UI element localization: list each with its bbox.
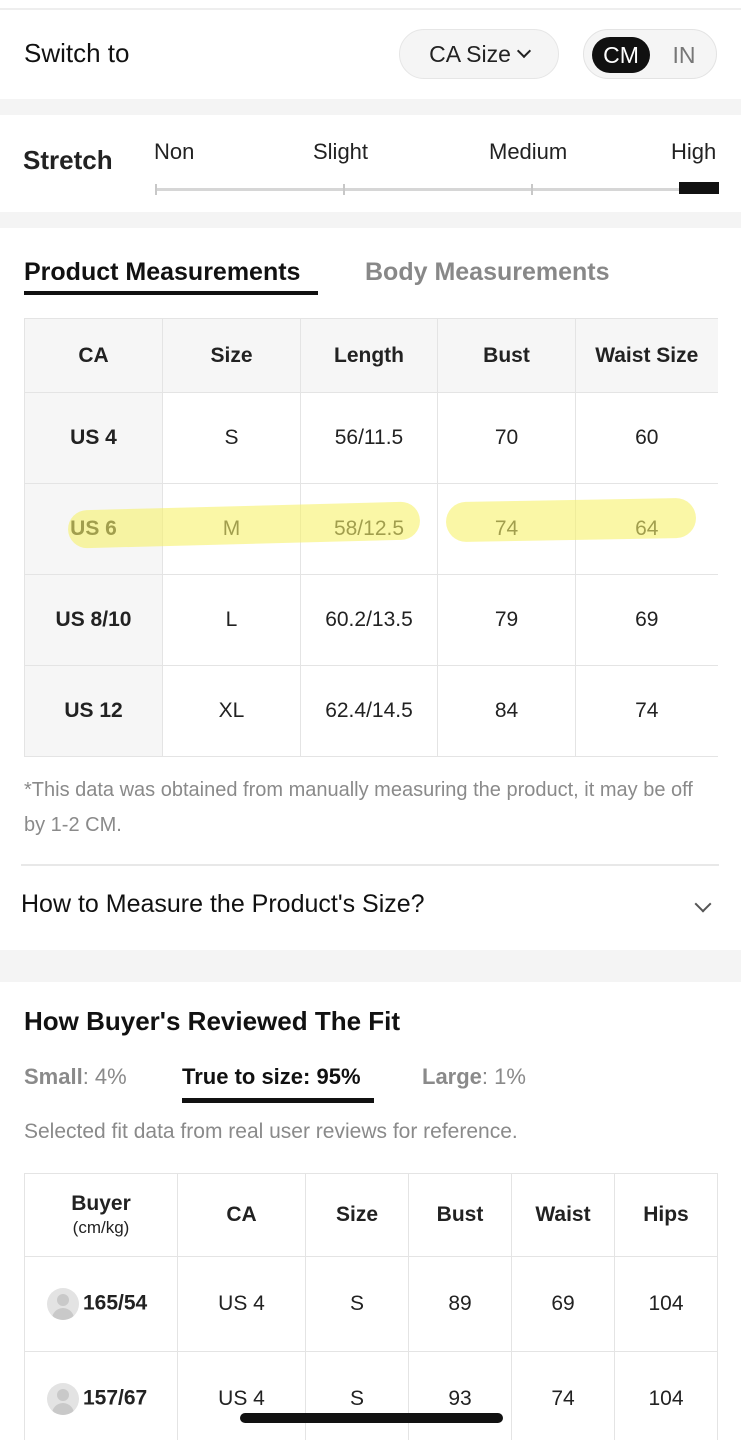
header-bust: Bust [408,1173,512,1257]
size-system-value: CA Size [429,40,511,67]
cell-buyer: 157/67 [24,1351,178,1440]
fit-small[interactable]: Small: 4% [24,1064,127,1090]
cell-hips: 104 [614,1256,718,1352]
unit-toggle[interactable]: CM IN [583,29,717,79]
active-fit-underline [182,1098,374,1103]
cell-size: S [305,1351,409,1440]
fit-large-value: : 1% [481,1064,526,1089]
header-hips: Hips [614,1173,718,1257]
switch-label: Switch to [24,38,130,68]
stretch-label: Stretch [23,145,113,175]
cell-ca: US 4 [177,1351,306,1440]
cell-waist: 69 [575,574,718,666]
stretch-option-non: Non [154,139,195,164]
header-waist: Waist [511,1173,615,1257]
chevron-down-icon [516,43,531,59]
stretch-scale-track [155,188,718,191]
measurement-disclaimer: *This data was obtained from manually me… [24,779,693,836]
buyer-review-table: Buyer (cm/kg) CA Size Bust Waist Hips 165… [24,1173,718,1440]
buyer-height-weight: 165/54 [83,1291,148,1315]
stretch-active-marker [679,182,719,194]
divider [21,864,719,866]
fit-large[interactable]: Large: 1% [422,1064,526,1090]
cell-size: L [162,574,301,666]
table-row: 157/67 US 4 S 93 74 104 [24,1351,718,1440]
fit-small-value: : 4% [82,1064,127,1089]
home-indicator[interactable] [240,1413,503,1423]
top-divider [0,8,741,10]
tab-body-measurements[interactable]: Body Measurements [365,258,610,286]
header-length: Length [300,318,438,393]
tab-product-measurements[interactable]: Product Measurements [24,258,301,286]
table-header-row: CA Size Length Bust Waist Size [24,318,718,393]
table-row: 165/54 US 4 S 89 69 104 [24,1256,718,1352]
how-to-measure-link[interactable]: How to Measure the Product's Size? [21,890,425,918]
section-separator [0,212,741,228]
stretch-tick [155,184,157,195]
cell-waist: 74 [511,1351,615,1440]
table-header-row: Buyer (cm/kg) CA Size Bust Waist Hips [24,1173,718,1257]
fit-section-title: How Buyer's Reviewed The Fit [24,1006,401,1036]
fit-large-label: Large [422,1064,482,1089]
cell-hips: 104 [614,1351,718,1440]
size-system-dropdown[interactable]: CA Size [399,29,559,79]
cell-size: S [305,1256,409,1352]
cell-length: 56/11.5 [300,392,438,484]
header-buyer-unit: (cm/kg) [72,1218,130,1237]
stretch-tick [343,184,345,195]
header-ca: CA [177,1173,306,1257]
table-row: US 4 S 56/11.5 70 60 [24,392,718,484]
table-row: US 8/10 L 60.2/13.5 79 69 [24,574,718,666]
cell-ca: US 12 [24,665,163,757]
table-row: US 12 XL 62.4/14.5 84 74 [24,665,718,757]
section-separator [0,99,741,115]
cell-bust: 70 [437,392,576,484]
active-tab-underline [24,291,318,295]
cell-waist: 60 [575,392,718,484]
avatar-icon [47,1288,79,1320]
header-bust: Bust [437,318,576,393]
cell-bust: 84 [437,665,576,757]
section-separator [0,950,741,982]
unit-cm-option[interactable]: CM [592,37,650,73]
cell-waist: 74 [575,665,718,757]
stretch-option-high: High [671,139,717,164]
stretch-tick [531,184,533,195]
header-waist-size: Waist Size [575,318,718,393]
cell-ca: US 8/10 [24,574,163,666]
stretch-option-slight: Slight [313,139,369,164]
header-buyer: Buyer (cm/kg) [24,1173,178,1257]
cell-buyer: 165/54 [24,1256,178,1352]
stretch-option-medium: Medium [489,139,568,164]
cell-bust: 89 [408,1256,512,1352]
cell-bust: 79 [437,574,576,666]
chevron-down-icon[interactable] [694,895,712,913]
header-ca: CA [24,318,163,393]
highlighter-mark [445,497,697,543]
header-size: Size [305,1173,409,1257]
cell-length: 60.2/13.5 [300,574,438,666]
avatar-icon [47,1383,79,1415]
cell-size: S [162,392,301,484]
cell-waist: 69 [511,1256,615,1352]
header-size: Size [162,318,301,393]
header-buyer-label: Buyer [71,1192,131,1215]
fit-true-to-size[interactable]: True to size: 95% [182,1064,361,1089]
cell-size: XL [162,665,301,757]
buyer-height-weight: 157/67 [83,1386,148,1410]
cell-ca: US 4 [177,1256,306,1352]
cell-bust: 93 [408,1351,512,1440]
fit-small-label: Small [24,1064,83,1089]
measurement-table: CA Size Length Bust Waist Size US 4 S 56… [24,318,718,757]
fit-note: Selected fit data from real user reviews… [24,1120,518,1143]
cell-length: 62.4/14.5 [300,665,438,757]
unit-in-option[interactable]: IN [672,41,696,68]
cell-ca: US 4 [24,392,163,484]
